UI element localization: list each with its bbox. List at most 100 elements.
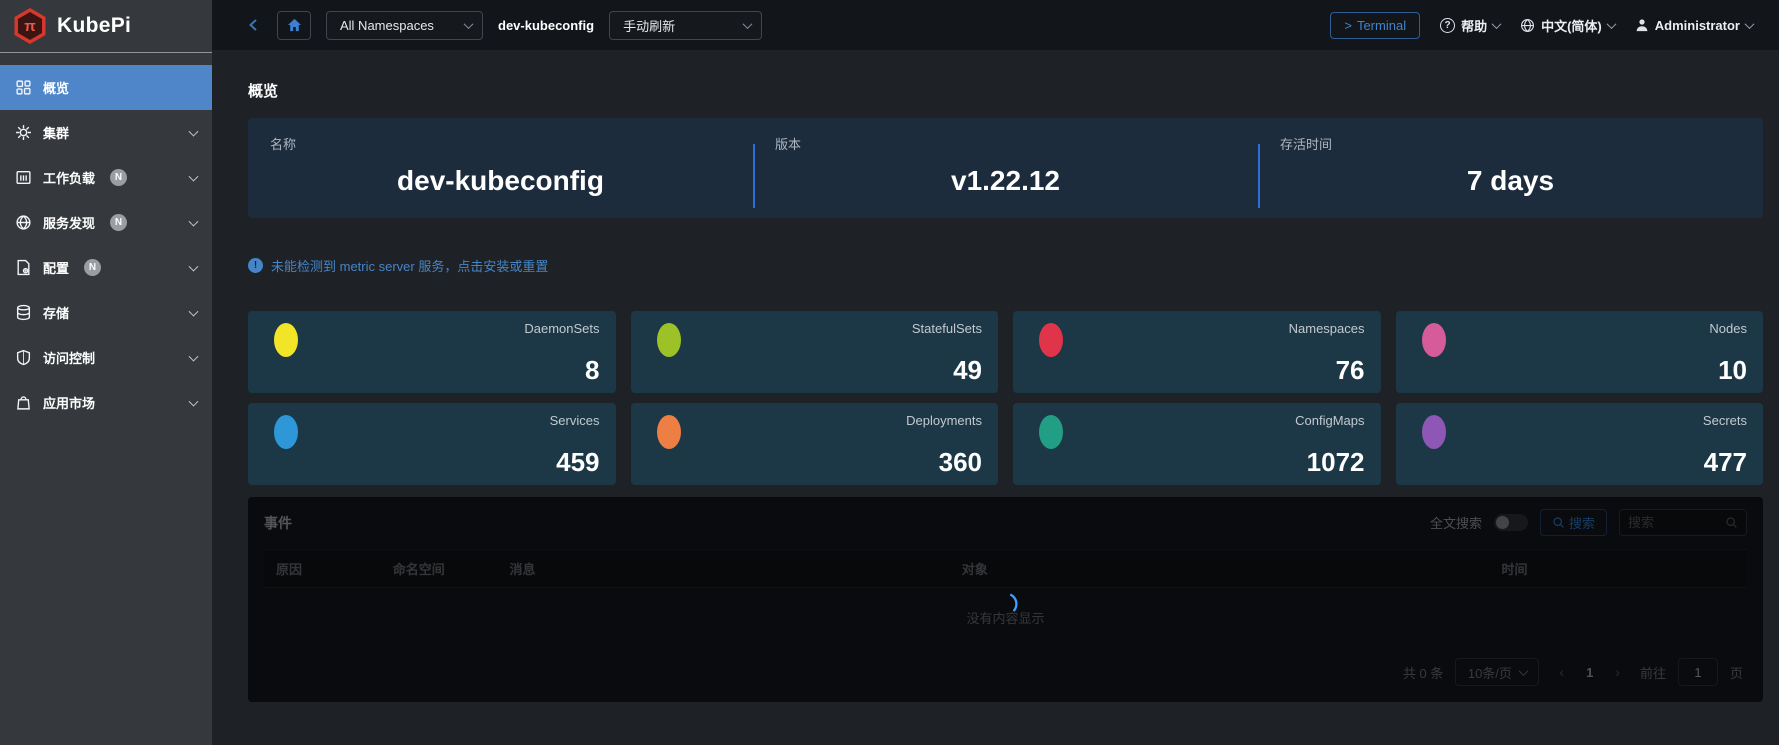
cluster-info-card: 名称 dev-kubeconfig 版本 v1.22.12 存活时间 7 day… [248,118,1763,218]
database-icon [15,304,32,321]
new-badge: N [84,259,102,276]
stats-grid: DaemonSets 8 StatefulSets 49 Namespaces … [248,311,1763,485]
chevron-down-icon [188,261,199,272]
language-menu[interactable]: 中文(简体) [1520,16,1617,35]
sidebar-item-storage[interactable]: 存储 [0,290,212,335]
info-label: 版本 [775,137,802,152]
terminal-label: Terminal [1356,17,1407,33]
person-icon [1636,19,1648,32]
globe-icon [15,214,32,231]
kubepi-logo-icon: π [12,8,48,44]
file-gear-icon [15,259,32,276]
stat-value: 49 [953,355,982,385]
user-label: Administrator [1654,17,1740,33]
stat-label: Namespaces [1288,321,1365,336]
back-button[interactable] [246,17,262,33]
back-chevron-icon [249,19,257,31]
chevron-down-icon [188,351,199,362]
stat-card-namespaces[interactable]: Namespaces 76 [1013,311,1381,393]
help-menu[interactable]: ? 帮助 [1440,16,1502,35]
brand-name: KubePi [57,14,132,37]
donut-ring-icon [656,323,681,357]
cluster-icon [15,124,32,141]
metric-server-alert-link[interactable]: ! 未能检测到 metric server 服务，点击安装或重置 [248,256,1763,275]
stat-value: 360 [938,447,982,477]
sidebar-item-workloads[interactable]: 工作负载 N [0,155,212,200]
stat-value: 1072 [1306,447,1365,477]
namespace-select-value: All Namespaces [340,17,434,33]
sidebar-item-label: 集群 [43,126,70,141]
namespace-select[interactable]: All Namespaces [326,10,483,40]
alert-text: 未能检测到 metric server 服务，点击安装或重置 [271,259,549,274]
chevron-down-icon [1491,18,1502,29]
sidebar-item-overview[interactable]: 概览 [0,65,212,110]
info-value: dev-kubeconfig [397,165,604,196]
sidebar-item-label: 存储 [43,306,70,321]
stat-card-services[interactable]: Services 459 [248,403,616,485]
sidebar-item-access-control[interactable]: 访问控制 [0,335,212,380]
home-button[interactable] [277,10,311,40]
info-value: v1.22.12 [951,165,1060,196]
new-badge: N [110,214,128,231]
donut-ring-icon [274,415,298,449]
chevron-down-icon [742,18,753,29]
stat-card-daemonsets[interactable]: DaemonSets 8 [248,311,616,393]
grid-icon [15,79,32,96]
info-label: 名称 [270,137,297,152]
donut-ring-icon [1039,323,1063,357]
sidebar-item-config[interactable]: 配置 N [0,245,212,290]
stat-value: 477 [1703,447,1747,477]
chevron-down-icon [188,306,199,317]
stat-card-configmaps[interactable]: ConfigMaps 1072 [1013,403,1381,485]
sidebar-item-cluster[interactable]: 集群 [0,110,212,155]
info-value: 7 days [1466,165,1555,196]
help-label: 帮助 [1461,18,1488,34]
stat-card-secrets[interactable]: Secrets 477 [1395,403,1763,485]
terminal-button[interactable]: > Terminal [1330,11,1421,39]
stat-card-nodes[interactable]: Nodes 10 [1395,311,1763,393]
sidebar-item-label: 访问控制 [43,351,96,366]
stat-label: Secrets [1702,413,1747,428]
sidebar-item-label: 配置 [43,261,70,276]
cluster-name: dev-kubeconfig [498,17,595,33]
info-circle-icon: ! [248,258,263,273]
sidebar: π KubePi 概览 集群 工作负载 N 服务发现 N 配置 N [0,0,212,745]
bag-icon [15,394,32,411]
events-section: 事件 全文搜索 搜索 原因 命名空间 消息 对象 时间 没有内容显示 [248,497,1763,702]
donut-ring-icon [274,323,298,357]
donut-ring-icon [1039,415,1063,449]
shield-icon [15,349,32,366]
sidebar-item-app-market[interactable]: 应用市场 [0,380,212,425]
sidebar-item-label: 概览 [43,81,70,96]
terminal-arrow: > [1344,17,1352,33]
chevron-down-icon [463,18,474,29]
cluster-version-section: 版本 v1.22.12 [753,118,1258,218]
sidebar-item-label: 工作负载 [43,171,96,186]
donut-ring-icon [656,415,681,449]
stat-label: DaemonSets [524,321,600,336]
stat-card-deployments[interactable]: Deployments 360 [630,403,998,485]
sidebar-menu: 概览 集群 工作负载 N 服务发现 N 配置 N 存储 [0,53,212,425]
user-menu[interactable]: Administrator [1635,17,1755,33]
refresh-mode-select[interactable]: 手动刷新 [609,10,763,40]
donut-ring-icon [1421,415,1446,449]
stat-label: StatefulSets [911,321,982,336]
sidebar-item-service-discovery[interactable]: 服务发现 N [0,200,212,245]
stat-value: 10 [1718,355,1747,385]
chevron-down-icon [188,126,199,137]
info-label: 存活时间 [1280,137,1333,152]
language-label: 中文(简体) [1541,18,1602,34]
brand-logo[interactable]: π KubePi [0,0,212,53]
workloads-icon [15,169,32,186]
stat-value: 459 [556,447,600,477]
sidebar-item-label: 服务发现 [43,216,96,231]
refresh-select-value: 手动刷新 [623,18,676,34]
stat-value: 8 [585,355,600,385]
loading-spinner-icon [993,592,1018,616]
stat-label: ConfigMaps [1295,413,1365,428]
chevron-down-icon [188,396,199,407]
cluster-uptime-section: 存活时间 7 days [1258,118,1763,218]
globe-icon [1521,18,1535,32]
main-content: 概览 名称 dev-kubeconfig 版本 v1.22.12 存活时间 7 … [212,50,1779,745]
stat-card-statefulsets[interactable]: StatefulSets 49 [630,311,998,393]
